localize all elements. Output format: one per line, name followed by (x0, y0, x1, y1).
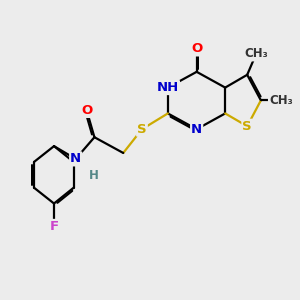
Text: O: O (191, 42, 202, 56)
Text: O: O (81, 104, 92, 117)
Text: F: F (50, 220, 58, 233)
Text: N: N (191, 123, 202, 136)
Text: S: S (242, 120, 252, 133)
Text: H: H (88, 169, 98, 182)
Text: CH₃: CH₃ (244, 47, 268, 61)
Text: CH₃: CH₃ (269, 94, 293, 107)
Text: S: S (137, 123, 147, 136)
Text: N: N (70, 152, 81, 165)
Text: NH: NH (157, 81, 179, 94)
